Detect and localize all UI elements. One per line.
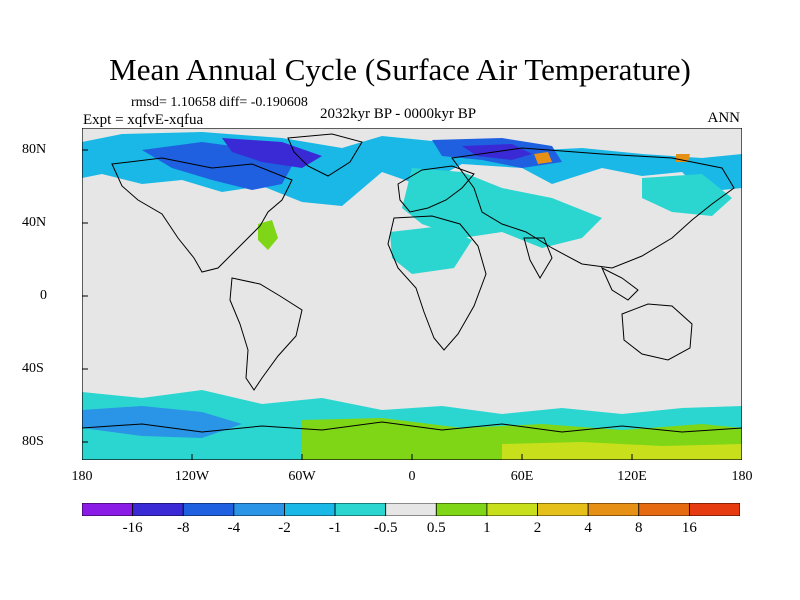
anomaly-region-antarctic-yellow: [502, 442, 742, 460]
colorbar-swatch: [435, 503, 488, 516]
coast-north-america: [111, 157, 293, 273]
colorbar-swatch: [486, 503, 538, 516]
coast-southeast-asia: [600, 266, 639, 301]
colorbar-level-label: -0.5: [373, 520, 398, 536]
lon-label-120w: 120W: [174, 469, 210, 484]
experiment-label: Expt = xqfvE-xqfua: [83, 112, 204, 128]
colorbar-level-label: 16: [681, 520, 697, 536]
colorbar-swatch: [132, 503, 184, 516]
colorbar-level-label: 0.5: [426, 520, 446, 536]
coast-australia: [621, 303, 693, 361]
colorbar-level-label: 4: [584, 520, 592, 536]
colorbar-level-label: -2: [278, 520, 291, 536]
colorbar-swatch: [688, 503, 740, 516]
anomaly-region-sahara-light: [390, 226, 472, 274]
colorbar-swatch: [233, 503, 285, 516]
colorbar-swatch: [537, 503, 589, 516]
colorbar-level-label: 8: [635, 520, 643, 536]
colorbar-swatch: [334, 503, 387, 516]
colorbar-level-label: 2: [533, 520, 542, 536]
lat-label-0: 0: [40, 288, 47, 303]
coast-europe: [397, 165, 475, 213]
coast-africa: [387, 215, 487, 351]
lon-label-0: 0: [408, 469, 416, 484]
season-label: ANN: [707, 110, 741, 126]
anomaly-region-eurasia-light: [402, 168, 602, 248]
lat-label-80s: 80S: [22, 434, 44, 449]
lon-label-180w: 180: [71, 469, 93, 484]
temperature-anomaly-map: [82, 128, 742, 460]
colorbar-level-label: -1: [328, 520, 342, 536]
colorbar-level-label: -4: [227, 520, 241, 536]
colorbar-swatch: [385, 503, 437, 516]
coast-india: [523, 237, 553, 279]
page-title: Mean Annual Cycle (Surface Air Temperatu…: [109, 52, 691, 87]
lon-label-180e: 180: [731, 469, 753, 484]
coast-asia: [451, 147, 735, 269]
colorbar-level-label: 1: [483, 520, 491, 536]
anomaly-region-scandinavia-orange: [534, 152, 552, 164]
anomaly-region-arctic-strong: [222, 138, 322, 168]
coastlines: [82, 133, 742, 433]
colorbar-swatch: [82, 503, 134, 516]
colorbar-level-label: -16: [122, 520, 143, 536]
coast-south-america: [229, 277, 303, 391]
lat-label-40n: 40N: [22, 215, 47, 230]
rmsd-diff-stats: rmsd= 1.10658 diff= -0.190608: [131, 95, 308, 110]
coast-greenland: [287, 133, 363, 177]
colorbar-swatch: [182, 503, 235, 516]
coast-antarctica: [82, 421, 742, 433]
anomaly-region-southern-ocean-mid: [82, 406, 242, 438]
colorbar-level-label: -8: [176, 520, 190, 536]
colorbar-swatch: [284, 503, 336, 516]
lon-label-60e: 60E: [510, 469, 534, 484]
lon-label-120e: 120E: [617, 469, 647, 484]
lat-label-40s: 40S: [22, 361, 44, 376]
axis-ticks: [82, 149, 742, 460]
lon-label-60w: 60W: [288, 469, 316, 484]
time-period-label: 2032kyr BP - 0000kyr BP: [320, 106, 477, 122]
colorbar: [82, 503, 740, 516]
anomaly-region-na-green: [258, 220, 278, 250]
lat-label-80n: 80N: [22, 142, 47, 157]
colorbar-swatch: [638, 503, 690, 516]
colorbar-swatch: [587, 503, 640, 516]
